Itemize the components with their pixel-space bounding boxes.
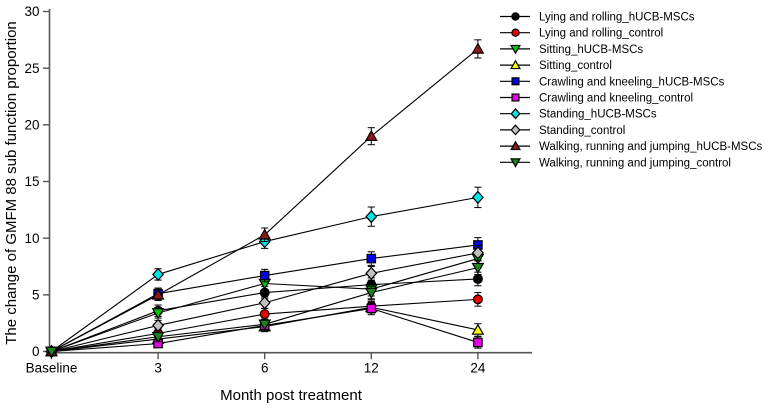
data-point-marker: [45, 346, 58, 358]
y-tick-label: 25: [24, 61, 39, 76]
legend-item-8: Walking, running and jumping_hUCB-MSCs: [500, 140, 763, 153]
y-tick-label: 5: [32, 288, 40, 303]
data-point-marker: [365, 209, 378, 224]
series-9: [45, 260, 485, 358]
legend-marker: [511, 93, 520, 102]
legend-label: Sitting_control: [539, 60, 612, 72]
y-tick-label: 0: [32, 344, 40, 359]
x-tick-label: 24: [470, 361, 486, 376]
data-point-marker: [364, 129, 378, 141]
legend-label: Lying and rolling_control: [539, 28, 663, 40]
y-tick-label: 20: [24, 118, 39, 133]
y-axis-title: The change of GMFM 88 sub function propo…: [3, 21, 20, 345]
legend-item-2: Sitting_hUCB-MSCs: [500, 44, 643, 56]
data-point-marker: [152, 267, 165, 282]
y-tick-label: 15: [24, 174, 39, 189]
legend-label: Walking, running and jumping_control: [539, 157, 731, 169]
legend-marker: [511, 77, 520, 86]
data-point-marker: [259, 270, 270, 281]
data-point-marker: [471, 190, 484, 205]
x-axis-title: Month post treatment: [220, 387, 363, 404]
data-point-marker: [258, 319, 272, 331]
legend-item-4: Crawling and kneeling_hUCB-MSCs: [500, 76, 725, 88]
legend-marker: [511, 28, 520, 37]
data-point-marker: [471, 42, 485, 54]
data-point-marker: [472, 273, 483, 284]
y-tick-label: 10: [24, 231, 39, 246]
legend-item-5: Crawling and kneeling_control: [500, 93, 693, 105]
legend-marker: [510, 44, 521, 55]
data-point-marker: [473, 337, 483, 348]
data-point-marker: [366, 253, 377, 264]
legend: Lying and rolling_hUCB-MSCs Lying and rol…: [500, 12, 763, 169]
legend-marker: [510, 158, 521, 168]
series-7: [45, 245, 484, 359]
legend-label: Standing_control: [539, 125, 625, 137]
data-point-marker: [366, 303, 377, 314]
legend-label: Lying and rolling_hUCB-MSCs: [539, 12, 695, 24]
data-point-marker: [364, 287, 378, 299]
legend-item-7: Standing_control: [500, 124, 625, 137]
data-point-marker: [472, 294, 483, 305]
legend-marker: [510, 59, 521, 70]
legend-label: Sitting_hUCB-MSCs: [539, 44, 643, 56]
data-point-marker: [471, 262, 485, 275]
legend-label: Crawling and kneeling_control: [539, 93, 693, 105]
data-series: [45, 39, 485, 359]
y-tick-label: 30: [24, 4, 39, 19]
data-point-marker: [258, 228, 272, 240]
data-point-marker: [152, 318, 165, 333]
legend-item-9: Walking, running and jumping_control: [500, 157, 731, 169]
data-point-marker: [151, 308, 165, 320]
legend-marker: [510, 108, 521, 120]
data-point-marker: [365, 266, 378, 281]
axes: 0 5 10 15 20 25 30 Baseline 3 6 12 24: [24, 4, 532, 376]
legend-label: Walking, running and jumping_hUCB-MSCs: [539, 141, 763, 153]
legend-label: Crawling and kneeling_hUCB-MSCs: [539, 76, 725, 88]
x-tick-label: 12: [364, 361, 379, 376]
series-6: [45, 186, 484, 359]
data-point-marker: [471, 246, 484, 260]
legend-marker: [510, 140, 521, 151]
x-tick-label: 6: [261, 361, 269, 376]
data-point-marker: [151, 331, 165, 344]
legend-item-1: Lying and rolling_control: [500, 28, 663, 40]
legend-item-3: Sitting_control: [500, 59, 612, 72]
legend-item-0: Lying and rolling_hUCB-MSCs: [500, 12, 695, 24]
legend-marker: [510, 124, 521, 136]
data-point-marker: [471, 323, 485, 335]
x-tick-label: 3: [154, 361, 162, 376]
legend-marker: [511, 12, 520, 21]
legend-item-6: Standing_hUCB-MSCs: [500, 108, 657, 121]
data-point-marker: [151, 288, 165, 300]
x-tick-label: Baseline: [26, 361, 78, 376]
data-point-marker: [258, 296, 271, 310]
legend-label: Standing_hUCB-MSCs: [539, 109, 657, 121]
data-point-marker: [259, 309, 270, 320]
